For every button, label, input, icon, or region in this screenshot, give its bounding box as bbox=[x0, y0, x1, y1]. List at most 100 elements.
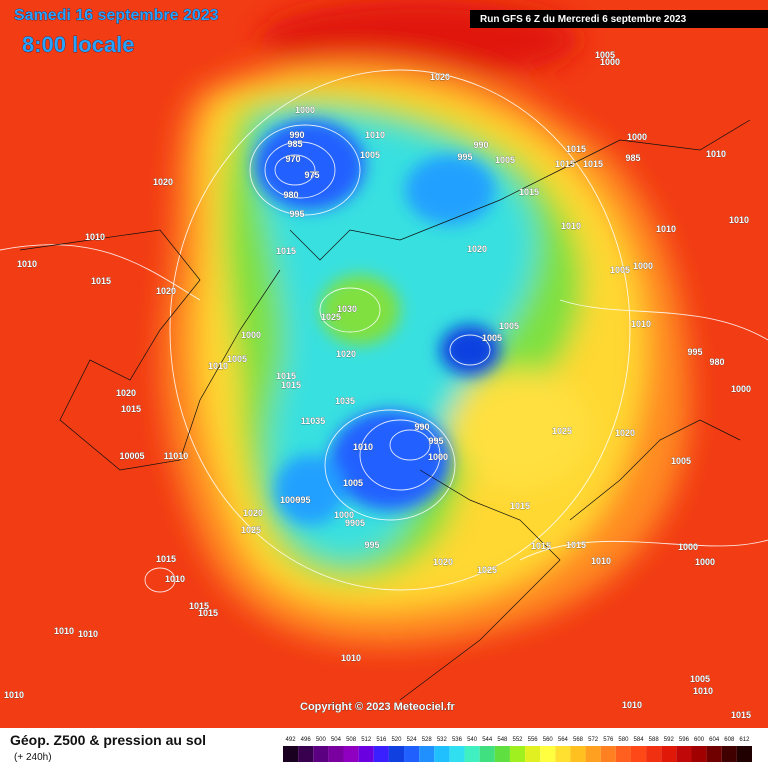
isobar-label: 1020 bbox=[116, 388, 136, 398]
isobar-label: 11035 bbox=[301, 416, 326, 426]
scale-swatch bbox=[600, 746, 616, 762]
isobar-label: 1010 bbox=[208, 361, 228, 371]
scale-swatch bbox=[449, 746, 465, 762]
isobar-label: 11010 bbox=[164, 451, 189, 461]
scale-swatch bbox=[358, 746, 374, 762]
isobar-label: 1010 bbox=[706, 149, 726, 159]
isobar-label: 990 bbox=[473, 140, 488, 150]
isobar-label: 1010 bbox=[4, 690, 24, 700]
scale-label: 560 bbox=[543, 737, 554, 743]
scale-swatch bbox=[479, 746, 495, 762]
scale-swatch bbox=[419, 746, 435, 762]
scale-swatch bbox=[630, 746, 647, 762]
isobar-label: 1025 bbox=[241, 525, 261, 535]
isobar-label: 1015 bbox=[121, 404, 141, 414]
run-info: Run GFS 6 Z du Mercredi 6 septembre 2023 bbox=[480, 14, 687, 25]
isobar-label: 1025 bbox=[321, 312, 341, 322]
isobar-label: 985 bbox=[287, 139, 302, 149]
scale-label: 540 bbox=[467, 737, 478, 743]
legend-title: Géop. Z500 & pression au sol bbox=[10, 732, 206, 748]
scale-label: 612 bbox=[739, 737, 750, 743]
isobar-label: 1020 bbox=[467, 244, 487, 254]
isobar-label: 1010 bbox=[622, 700, 642, 710]
isobar-label: 1010 bbox=[165, 574, 185, 584]
scale-swatch bbox=[676, 746, 692, 762]
scale-swatch bbox=[570, 746, 586, 762]
scale-swatch bbox=[509, 746, 526, 762]
isobar-label: 1005 bbox=[343, 478, 363, 488]
isobar-label: 1010 bbox=[365, 130, 385, 140]
isobar-label: 1020 bbox=[336, 349, 356, 359]
scale-swatch bbox=[661, 746, 677, 762]
scale-swatch bbox=[706, 746, 722, 762]
scale-label: 528 bbox=[422, 737, 433, 743]
scale-swatch bbox=[298, 746, 314, 762]
color-scale: 492 496 500 504 508 512 516 520 524 528 532 536 540 5… bbox=[283, 737, 752, 762]
isobar-label: 1005 bbox=[360, 150, 380, 160]
isobar-label: 1010 bbox=[561, 221, 581, 231]
isobar-label: 1020 bbox=[433, 557, 453, 567]
isobar-label: 1015 bbox=[276, 371, 296, 381]
scale-swatch bbox=[494, 746, 510, 762]
isobar-label: 1010 bbox=[78, 629, 98, 639]
scale-swatch bbox=[434, 746, 450, 762]
scale-label: 580 bbox=[618, 737, 629, 743]
scale-swatch bbox=[328, 746, 344, 762]
isobar-label: 1010 bbox=[693, 686, 713, 696]
isobar-label: 1000 bbox=[334, 510, 354, 520]
isobar-label: 975 bbox=[304, 170, 319, 180]
isobar-label: 1020 bbox=[243, 508, 263, 518]
scale-swatch bbox=[646, 746, 662, 762]
scale-label: 536 bbox=[452, 737, 463, 743]
isobar-label: 10005 bbox=[119, 451, 144, 461]
isobar-label: 1000 bbox=[600, 57, 620, 67]
forecast-date: Samedi 16 septembre 2023 bbox=[14, 7, 219, 24]
isobar-label: 990 bbox=[289, 130, 304, 140]
isobar-label: 1005 bbox=[495, 155, 515, 165]
run-banner bbox=[470, 10, 768, 28]
isobar-label: 1020 bbox=[615, 428, 635, 438]
isobar-label: 1000 bbox=[731, 384, 751, 394]
isobar-label: 970 bbox=[285, 154, 300, 164]
scale-swatch bbox=[615, 746, 631, 762]
scale-swatch bbox=[540, 746, 556, 762]
isobar-label: 9905 bbox=[345, 518, 365, 528]
isobar-label: 995 bbox=[428, 436, 443, 446]
scale-swatch bbox=[373, 746, 389, 762]
scale-label: 608 bbox=[724, 737, 735, 743]
scale-label: 584 bbox=[634, 737, 645, 743]
isobar-label: 1005 bbox=[595, 50, 615, 60]
isobar-label: 1015 bbox=[281, 380, 301, 390]
scale-label: 576 bbox=[603, 737, 614, 743]
isobar-label: 1000 bbox=[627, 132, 647, 142]
isobar-label: 1015 bbox=[583, 159, 603, 169]
scale-swatch bbox=[691, 746, 707, 762]
isobar-label: 1035 bbox=[335, 396, 355, 406]
scale-label: 604 bbox=[709, 737, 720, 743]
isobar-label: 990 bbox=[414, 422, 429, 432]
isobar-label: 1010 bbox=[17, 259, 37, 269]
isobar-label: 1010 bbox=[341, 653, 361, 663]
isobar-label: 980 bbox=[709, 357, 724, 367]
scale-label: 596 bbox=[679, 737, 690, 743]
isobar-label: 995 bbox=[457, 152, 472, 162]
scale-swatch bbox=[525, 746, 541, 762]
scale-label: 496 bbox=[301, 737, 312, 743]
scale-label: 516 bbox=[376, 737, 387, 743]
scale-label: 520 bbox=[391, 737, 402, 743]
scale-label: 592 bbox=[664, 737, 675, 743]
isobar-label: 1000 bbox=[428, 452, 448, 462]
isobar-label: 1015 bbox=[566, 144, 586, 154]
isobar-label: 995 bbox=[364, 540, 379, 550]
scale-label: 508 bbox=[346, 737, 357, 743]
scale-label: 548 bbox=[497, 737, 508, 743]
isobar-label: 1015 bbox=[731, 710, 751, 720]
scale-swatch bbox=[736, 746, 752, 762]
isobar-label: 1020 bbox=[156, 286, 176, 296]
isobar-label: 1015 bbox=[510, 501, 530, 511]
scale-label: 572 bbox=[588, 737, 599, 743]
isobar-label: 995 bbox=[687, 347, 702, 357]
isobar-label: 1010 bbox=[591, 556, 611, 566]
isobar-label: 1020 bbox=[430, 72, 450, 82]
